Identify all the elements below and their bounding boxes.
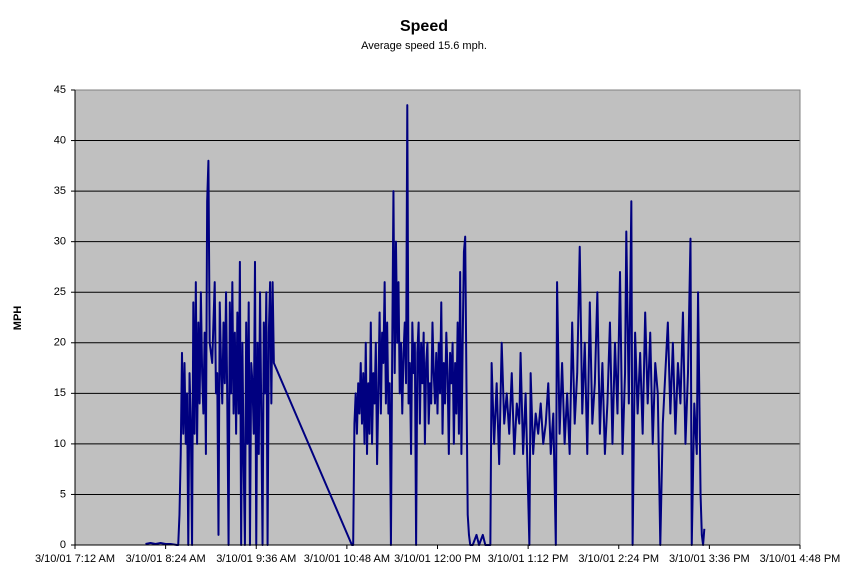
chart-title: Speed [400, 18, 448, 35]
axes: 0 5 10 15 20 25 30 35 40 45 3/10/01 7:12 AM 3/10/01… [35, 84, 840, 565]
x-tick-label: 3/10/01 9:36 AM [216, 553, 296, 565]
y-tick-label: 15 [54, 387, 66, 399]
y-axis-label: MPH [12, 306, 24, 331]
y-tick-label: 40 [54, 134, 66, 146]
x-tick-label: 3/10/01 7:12 AM [35, 553, 115, 565]
y-tick-label: 0 [60, 539, 66, 551]
y-tick-label: 5 [60, 488, 66, 500]
y-tick-label: 45 [54, 84, 66, 96]
x-tick-label: 3/10/01 12:00 PM [394, 553, 481, 565]
x-tick-label: 3/10/01 1:12 PM [488, 553, 569, 565]
x-tick-label: 3/10/01 2:24 PM [578, 553, 659, 565]
x-tick-label: 3/10/01 3:36 PM [669, 553, 750, 565]
y-tick-label: 20 [54, 337, 66, 349]
series [145, 104, 706, 546]
speed-line [145, 104, 706, 546]
x-tick-label: 3/10/01 10:48 AM [304, 553, 390, 565]
y-tick-label: 25 [54, 286, 66, 298]
x-tick-label: 3/10/01 8:24 AM [126, 553, 206, 565]
y-tick-label: 30 [54, 236, 66, 248]
chart-subtitle: Average speed 15.6 mph. [361, 40, 487, 52]
y-tick-label: 10 [54, 438, 66, 450]
y-tick-label: 35 [54, 185, 66, 197]
x-tick-label: 3/10/01 4:48 PM [760, 553, 841, 565]
